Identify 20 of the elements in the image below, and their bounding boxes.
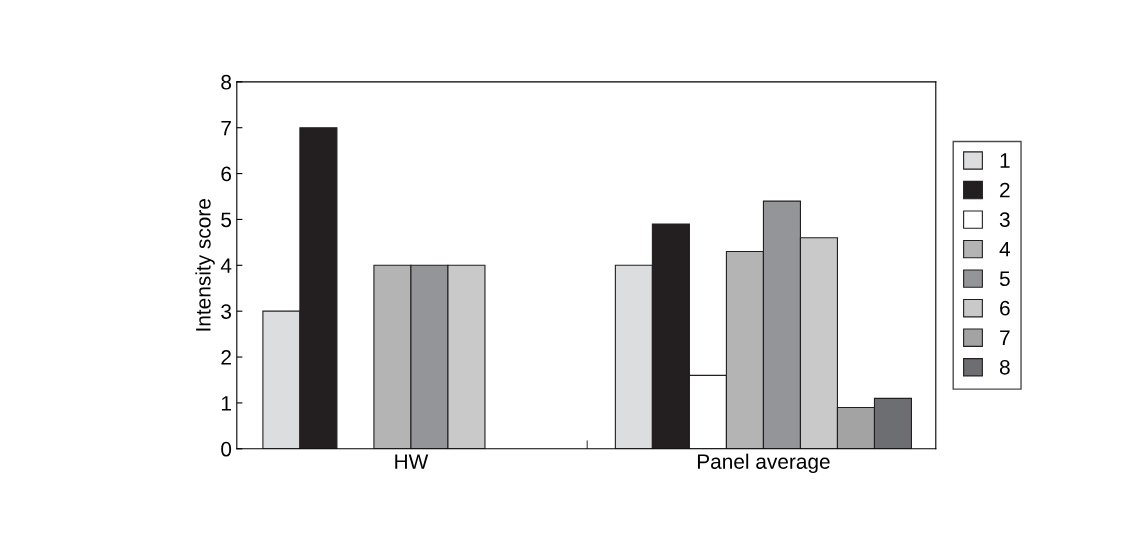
legend-label: 6 [1000, 300, 1010, 316]
legend-label: 7 [1000, 330, 1010, 345]
legend-label: 3 [999, 212, 1010, 227]
y-axis-title: Intensity score [195, 199, 215, 331]
legend-label: 5 [999, 271, 1010, 287]
x-tick-label: Panel average [697, 453, 830, 474]
y-tick-label: 1 [221, 396, 231, 411]
y-tick-label: 3 [221, 304, 232, 319]
legend-label: 8 [999, 359, 1010, 375]
y-tick-label: 5 [221, 212, 232, 228]
y-tick-label: 7 [221, 120, 231, 136]
y-tick-label: 2 [221, 350, 231, 365]
x-tick-label: HW [395, 454, 429, 469]
y-tick-label: 8 [221, 74, 232, 90]
y-tick-label: 6 [221, 166, 232, 182]
y-tick-label: 4 [220, 258, 232, 273]
legend-label: 4 [999, 241, 1011, 257]
legend-label: 2 [1000, 182, 1010, 198]
y-tick-label: 0 [221, 441, 232, 457]
legend-label: 1 [1000, 153, 1010, 168]
